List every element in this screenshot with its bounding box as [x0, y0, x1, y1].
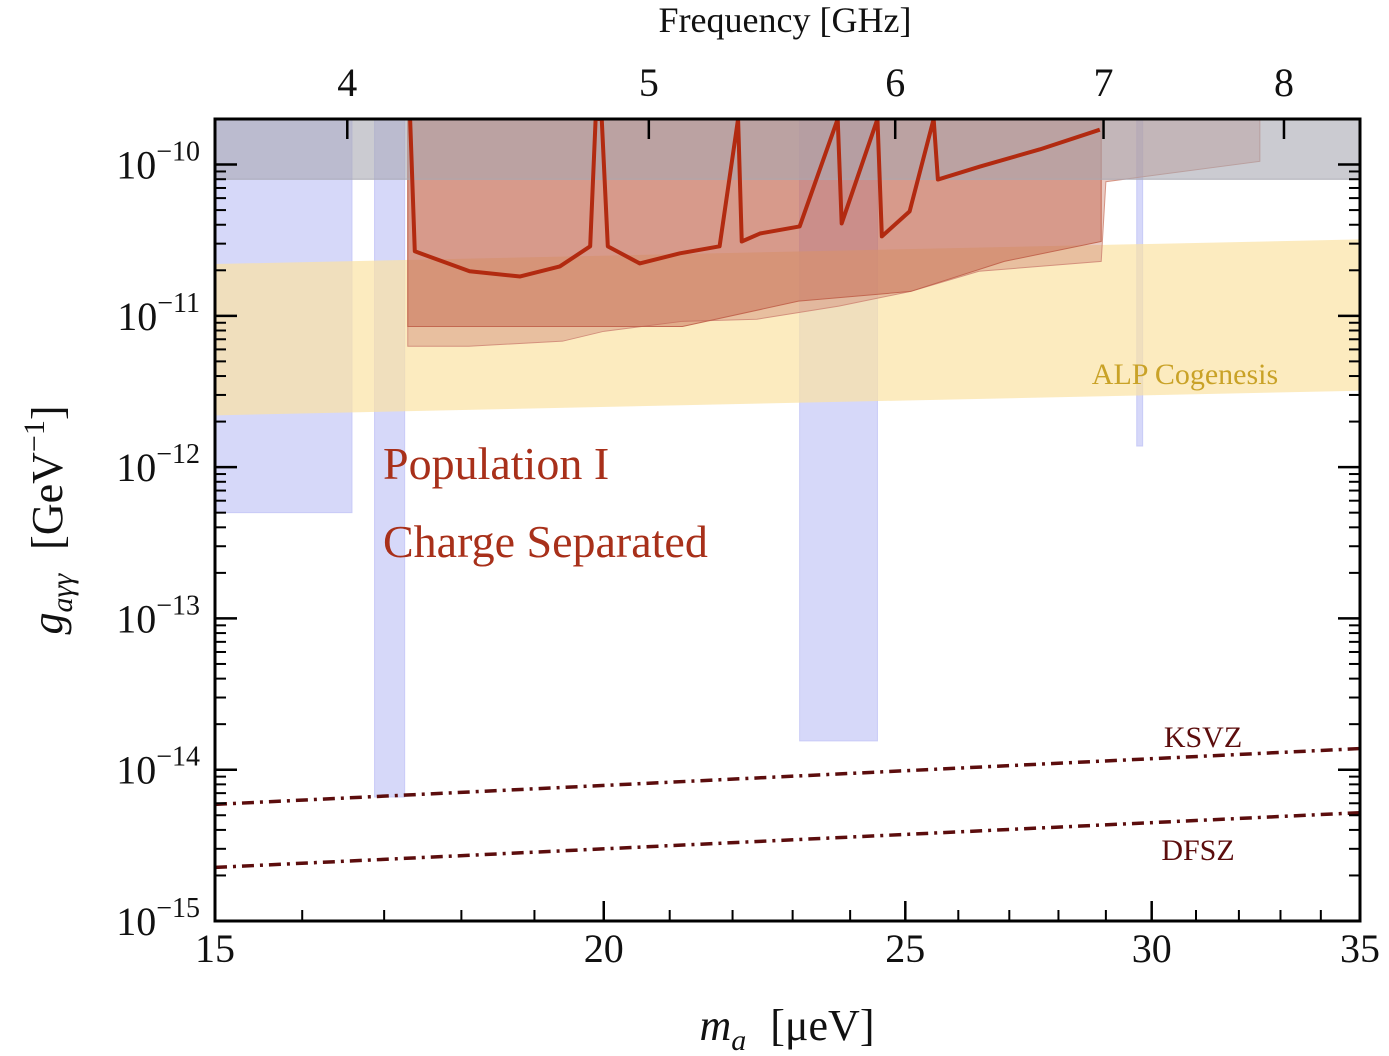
y-label-unit-end: ] — [23, 406, 72, 421]
x-tick-label: 30 — [1132, 926, 1172, 971]
annotation: KSVZ — [1164, 721, 1242, 754]
plot-area — [215, 119, 1360, 870]
x-tick-label: 25 — [885, 926, 925, 971]
y-tick-exponent: −11 — [157, 288, 200, 319]
annotation: Charge Separated — [383, 516, 708, 567]
y-label-unit: [GeV — [23, 452, 72, 550]
x2-tick-label: 6 — [885, 60, 905, 105]
y-label-subscript: aγγ — [46, 573, 79, 613]
y-tick-base: 10 — [116, 899, 156, 944]
y-tick-label: 10−12 — [116, 439, 200, 490]
y-tick-exponent: −13 — [156, 590, 200, 621]
x2-tick-label: 5 — [639, 60, 659, 105]
y-tick-base: 10 — [116, 445, 156, 490]
x-label-unit: [μeV] — [770, 1001, 874, 1050]
x2-axis-label: Frequency [GHz] — [659, 0, 912, 40]
line — [408, 119, 1101, 279]
annotation: DFSZ — [1161, 834, 1234, 867]
x-axis-label: ma [μeV] — [700, 1001, 875, 1056]
y-label-unit-exponent: −1 — [18, 420, 51, 452]
y-tick-base: 10 — [116, 596, 156, 641]
y-tick-label: 10−13 — [116, 590, 200, 641]
y-tick-exponent: −14 — [156, 742, 200, 773]
annotation: ALP Cogenesis — [1092, 358, 1278, 391]
y-axis-label: gaγγ [GeV−1] — [18, 406, 79, 635]
y-tick-base: 10 — [117, 294, 157, 339]
x2-tick-label: 4 — [337, 60, 357, 105]
annotation: Population I — [383, 438, 609, 489]
line — [215, 746, 1360, 807]
x-tick-label: 35 — [1340, 926, 1380, 971]
x2-tick-label: 8 — [1274, 60, 1294, 105]
y-tick-label: 10−15 — [116, 893, 200, 944]
y-label-symbol: g — [23, 612, 72, 634]
y-tick-exponent: −15 — [156, 893, 200, 924]
y-tick-base: 10 — [116, 748, 156, 793]
x-label-symbol: m — [700, 1001, 732, 1050]
y-tick-label: 10−11 — [117, 288, 200, 339]
y-tick-label: 10−14 — [116, 742, 200, 793]
exclusion-region — [215, 119, 1360, 180]
x2-tick-label: 7 — [1094, 60, 1114, 105]
y-tick-exponent: −12 — [156, 439, 200, 470]
line — [215, 810, 1360, 870]
x-label-subscript: a — [731, 1024, 746, 1056]
y-tick-base: 10 — [116, 143, 156, 188]
y-tick-label: 10−10 — [116, 137, 200, 188]
band — [215, 239, 1360, 416]
plot-frame — [213, 117, 1362, 923]
x-tick-label: 15 — [195, 926, 235, 971]
x-tick-label: 20 — [584, 926, 624, 971]
y-tick-exponent: −10 — [156, 137, 200, 168]
